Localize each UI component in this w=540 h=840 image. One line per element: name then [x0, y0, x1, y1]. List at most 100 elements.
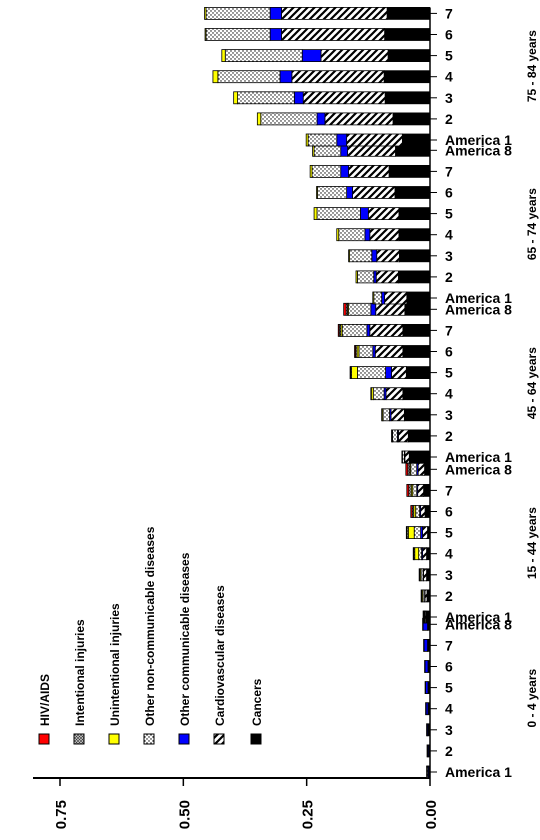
age-group-label: 0 - 4 years	[525, 668, 539, 727]
bar-segment	[343, 302, 347, 316]
category-label: America 8	[445, 616, 512, 632]
bar-segment	[381, 291, 386, 305]
bar-segment	[398, 228, 431, 242]
bar-segment	[357, 270, 375, 284]
bar-segment	[386, 7, 431, 20]
category-label: America 1	[445, 609, 512, 625]
category-label: America 1	[445, 132, 512, 148]
legend-swatch	[250, 733, 262, 745]
category-label: 7	[445, 163, 453, 179]
bar-segment	[260, 112, 318, 126]
bar-segment	[355, 270, 358, 284]
bar-segment	[348, 302, 372, 316]
bar-segment	[426, 547, 431, 561]
category-label: America 1	[445, 449, 512, 465]
category-label: 6	[445, 504, 453, 520]
bar-segment	[405, 366, 431, 380]
category-label: 6	[445, 344, 453, 360]
bar-segment	[398, 429, 409, 443]
bar-segment	[237, 91, 295, 105]
bar-segment	[385, 387, 404, 401]
bar-segment	[348, 249, 350, 263]
bar-segment	[424, 660, 429, 673]
bar-segment	[376, 249, 400, 263]
bar-segment	[402, 387, 431, 401]
bar-segment	[422, 526, 428, 539]
bar-segment	[205, 7, 271, 20]
bar-segment	[367, 207, 400, 221]
bar-segment	[346, 186, 353, 199]
bar-segment	[269, 7, 282, 20]
category-label: 5	[445, 680, 453, 696]
bar-segment	[354, 345, 356, 358]
category-label: America 8	[445, 301, 512, 317]
bar-segment	[224, 49, 303, 62]
category-label: 3	[445, 407, 453, 423]
legend-swatch	[73, 733, 85, 745]
bar-segment	[423, 639, 428, 652]
bar-segment	[390, 408, 405, 422]
bar-segment	[410, 505, 413, 518]
bar-segment	[391, 366, 407, 380]
bar-segment	[351, 366, 358, 380]
bar-segment	[374, 345, 404, 358]
legend-label: Other non-communicable diseases	[143, 526, 157, 726]
bar-segment	[425, 610, 431, 624]
category-label: 5	[445, 48, 453, 64]
bar-segment	[346, 133, 403, 147]
bar-segment	[423, 568, 427, 582]
category-label: 7	[445, 5, 453, 21]
bar-segment	[406, 483, 410, 497]
category-label: 4	[445, 69, 453, 85]
bar-segment	[384, 91, 431, 105]
legend-label: Intentional injuries	[73, 619, 87, 726]
bar-segment	[406, 291, 431, 305]
category-label: 2	[445, 428, 453, 444]
category-label: 3	[445, 248, 453, 264]
bar-segment	[412, 483, 418, 497]
bar-segment	[341, 323, 368, 337]
bar-segment	[408, 450, 431, 464]
legend-swatch	[213, 733, 225, 745]
bar-segment	[340, 164, 349, 178]
category-label: 4	[445, 701, 453, 717]
bar-segment	[293, 91, 304, 105]
bar-segment	[302, 91, 386, 105]
bar-segment	[212, 70, 219, 84]
bar-segment	[360, 207, 369, 221]
x-tick-label: 0.00	[423, 800, 440, 829]
category-label: America 1	[445, 764, 512, 780]
bar-segment	[205, 28, 271, 41]
bar-segment	[404, 450, 410, 464]
bar-segment	[309, 164, 313, 178]
bar-segment	[415, 505, 421, 518]
x-tick-label: 0.50	[176, 800, 193, 829]
age-group-label: 75 - 84 years	[525, 30, 539, 102]
category-label: 4	[445, 227, 453, 243]
bar-segment	[349, 249, 373, 263]
bar-segment	[394, 186, 431, 199]
bar-segment	[418, 547, 423, 561]
bar-segment	[372, 387, 385, 401]
bar-segment	[398, 270, 431, 284]
category-label: 6	[445, 659, 453, 675]
bar-segment	[404, 302, 431, 316]
legend-swatch	[143, 733, 155, 745]
bar-segment	[269, 28, 282, 41]
bar-segment	[407, 526, 415, 539]
bar-segment	[373, 291, 383, 305]
bar-segment	[338, 228, 366, 242]
bar-segment	[301, 49, 322, 62]
bar-segment	[414, 547, 420, 561]
category-label: 5	[445, 365, 453, 381]
bar-segment	[370, 302, 377, 316]
legend-swatch	[108, 733, 120, 745]
bar-segment	[291, 70, 385, 84]
category-label: 2	[445, 111, 453, 127]
bars-layer	[204, 7, 431, 779]
bar-segment	[420, 505, 426, 518]
bar-segment	[385, 366, 392, 380]
bar-segment	[401, 133, 431, 147]
category-label: America 8	[445, 461, 512, 477]
